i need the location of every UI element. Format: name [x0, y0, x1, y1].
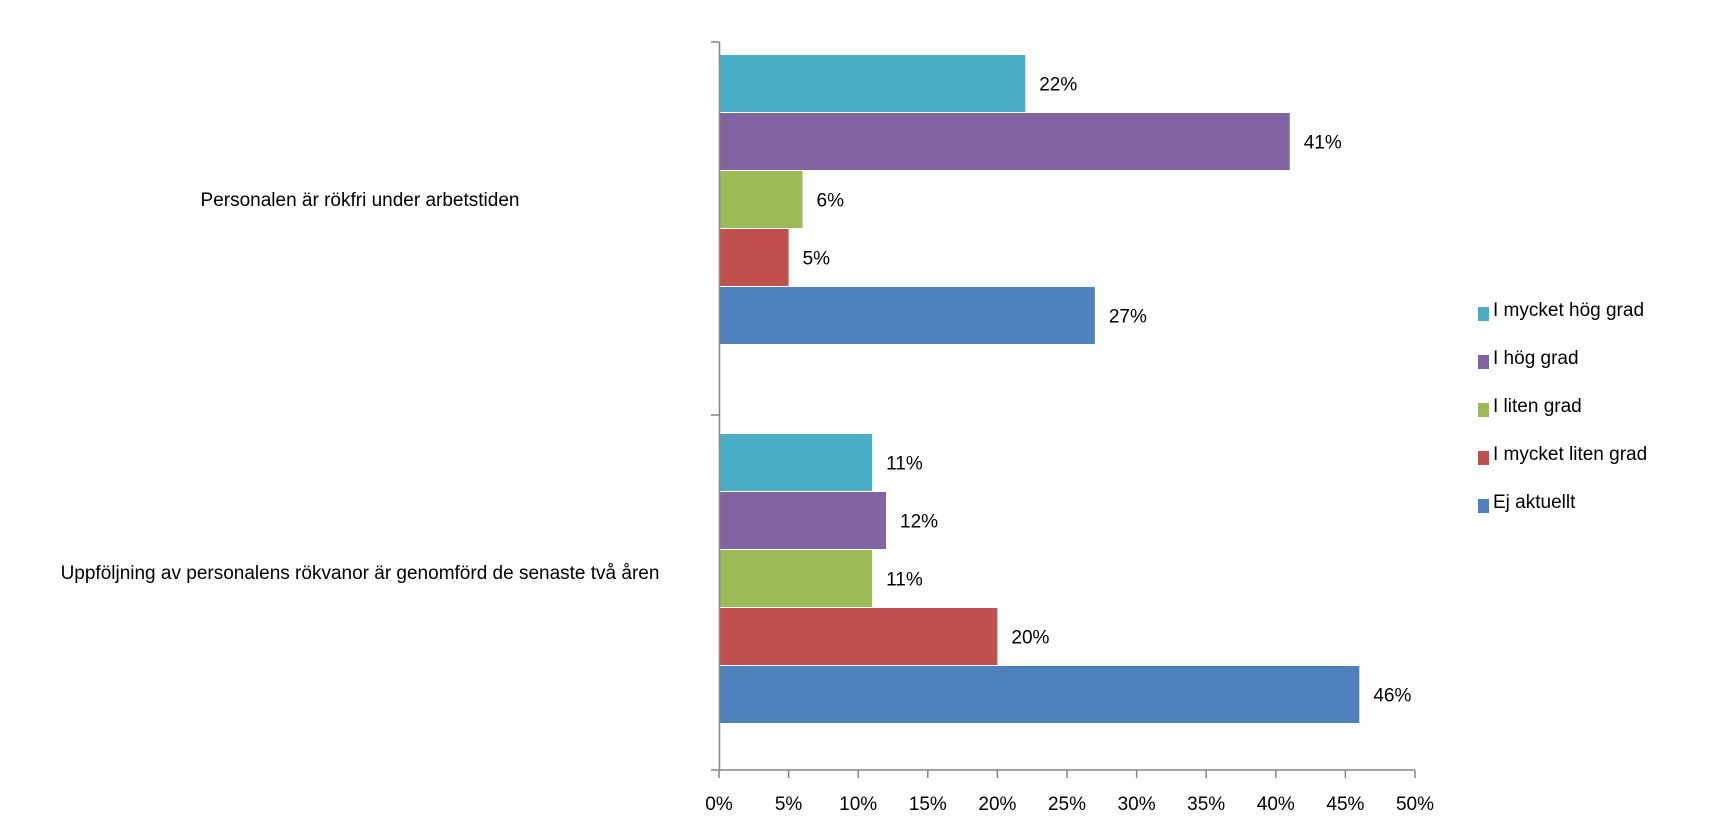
x-tick-label: 45% [1326, 794, 1364, 815]
data-label: 27% [1109, 307, 1147, 328]
bar [719, 608, 998, 665]
bar [719, 55, 1026, 112]
x-tick-label: 0% [705, 794, 733, 815]
legend-swatch [1478, 355, 1489, 369]
category-label-uppfoljning: Uppföljning av personalens rökvanor är g… [60, 563, 660, 584]
x-tick-label: 35% [1187, 794, 1225, 815]
x-tick-label: 20% [978, 794, 1016, 815]
legend-swatch [1478, 307, 1489, 321]
data-label: 46% [1373, 686, 1411, 707]
data-label: 41% [1304, 133, 1342, 154]
bar [719, 113, 1290, 170]
legend-swatch [1478, 403, 1489, 417]
bar [719, 171, 803, 228]
legend-label: I mycket hög grad [1493, 300, 1645, 321]
x-tick-label: 30% [1118, 794, 1156, 815]
legend-swatch [1478, 499, 1489, 513]
data-label: 11% [886, 454, 923, 475]
bar [719, 434, 873, 491]
bar [719, 287, 1095, 344]
data-label: 11% [886, 570, 923, 591]
x-tick-label: 15% [909, 794, 947, 815]
x-tick-label: 25% [1048, 794, 1086, 815]
data-label: 12% [900, 512, 938, 533]
legend-label: I mycket liten grad [1493, 444, 1648, 465]
data-label: 6% [817, 191, 845, 212]
data-label: 22% [1039, 75, 1077, 96]
legend-label: I hög grad [1493, 348, 1579, 369]
legend-label: I liten grad [1493, 396, 1582, 417]
bar [719, 550, 873, 607]
data-label: 20% [1011, 628, 1049, 649]
bar [719, 666, 1360, 723]
x-tick-label: 40% [1257, 794, 1295, 815]
x-tick-label: 10% [839, 794, 877, 815]
legend-label: Ej aktuellt [1493, 492, 1576, 513]
x-tick-label: 50% [1396, 794, 1434, 815]
bar [719, 229, 789, 286]
category-label-rokfri: Personalen är rökfri under arbetstiden [200, 190, 520, 211]
x-tick-label: 5% [775, 794, 803, 815]
data-label: 5% [803, 249, 831, 270]
legend-swatch [1478, 451, 1489, 465]
bar [719, 492, 887, 549]
